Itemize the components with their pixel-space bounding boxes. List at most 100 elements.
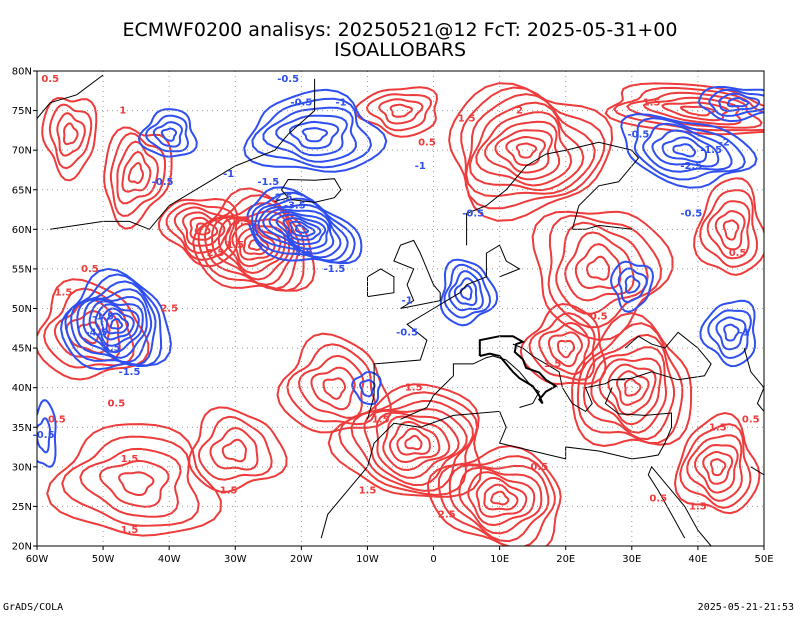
negative-contour-line [642, 122, 733, 173]
negative-contour-line [152, 121, 184, 148]
negative-contour-line [707, 309, 752, 360]
map-subtitle: ISOALLOBARS [333, 39, 467, 61]
negative-contour-line [275, 213, 327, 246]
negative-contour-line [661, 136, 708, 164]
lon-tick-label: 20W [290, 554, 313, 565]
positive-contour-line [624, 378, 642, 397]
contour-value-label: 0.5 [233, 216, 251, 227]
positive-contour-line [396, 427, 431, 456]
positive-contour-line [209, 426, 259, 471]
contour-value-label: 1.5 [220, 486, 238, 497]
negative-contour-line [268, 210, 330, 250]
coastline [367, 268, 395, 298]
lat-tick-label: 80N [12, 67, 32, 78]
contour-value-label: -0.5 [627, 129, 649, 140]
positive-contour-line [297, 354, 365, 419]
longitude-axis: 60W 50W 40W 30W 20W 10W 0 10E 20E 30E 40E 50E [26, 546, 774, 565]
positive-contour-line [458, 466, 543, 535]
coastline [274, 178, 342, 203]
contour-value-label: 1.5 [458, 114, 476, 125]
contour-value-label: -0.5 [462, 209, 484, 220]
negative-contour-line [144, 114, 190, 153]
positive-contour-line [338, 391, 479, 497]
negative-contour-line [289, 220, 316, 238]
lon-tick-label: 50E [754, 554, 773, 565]
negative-contour-line [282, 217, 322, 241]
lon-tick-label: 20E [556, 554, 575, 565]
positive-contour-line [679, 423, 752, 509]
negative-contour-line [439, 258, 499, 327]
positive-contour-line [56, 112, 86, 157]
negative-contour-line [651, 129, 720, 168]
negative-contour-line [59, 267, 172, 371]
positive-contour-line [598, 357, 662, 426]
contour-value-label: 0.5 [649, 494, 667, 505]
contour-value-label: 2.5 [438, 509, 456, 520]
lat-tick-label: 55N [12, 264, 32, 275]
negative-contour-line [94, 303, 140, 347]
positive-contour-line [41, 96, 98, 182]
negative-contour-line [243, 88, 388, 173]
lat-tick-label: 65N [12, 185, 32, 196]
lon-tick-label: 60W [26, 554, 49, 565]
positive-contour-line [574, 243, 622, 290]
software-credit: GrADS/COLA [3, 602, 64, 613]
contour-value-label: -1.5 [700, 145, 722, 156]
positive-contour-line [286, 343, 377, 426]
negative-contour-line [37, 399, 57, 468]
positive-contour-line [484, 120, 561, 181]
positive-contour-line [62, 122, 79, 146]
contour-value-label: -2.5 [680, 161, 702, 172]
contour-value-label: -1.5 [92, 311, 114, 322]
negative-contour-line [453, 277, 478, 307]
negative-contour-line [82, 296, 148, 359]
positive-contour-line [118, 471, 155, 496]
positive-contour-line [693, 177, 764, 276]
positive-contour-line [116, 140, 159, 205]
positive-contour-line [327, 383, 483, 498]
negative-contour-line [275, 114, 349, 157]
coastline [466, 141, 640, 246]
contour-value-label: -0.5 [396, 327, 418, 338]
positive-contour-line [404, 434, 423, 451]
coastline [367, 244, 521, 420]
contour-value-label: 1 [119, 106, 126, 117]
positive-contour-line [448, 82, 614, 222]
lat-tick-label: 75N [12, 106, 32, 117]
negative-contour-line [100, 307, 135, 341]
negative-contour-line [251, 97, 373, 169]
contour-value-label: -0.5 [277, 74, 299, 85]
negative-contour-line [698, 86, 764, 123]
positive-contour-line [642, 96, 743, 126]
positive-contour-line [515, 142, 538, 159]
positive-contour-line [467, 471, 536, 527]
lat-tick-label: 25N [12, 502, 32, 513]
negative-contour-line [37, 417, 51, 454]
positive-contour-line [531, 210, 674, 342]
positive-contour-line [547, 331, 583, 368]
contour-value-label: 0.5 [81, 264, 99, 275]
contour-value-label: -4.5 [290, 248, 312, 259]
latitude-axis: 80N 75N 70N 65N 60N 55N 50N 45N 40N 35N 30N 25N 20N [12, 67, 37, 553]
negative-contour-line [301, 127, 329, 143]
negative-contour-line [718, 92, 760, 112]
lat-tick-label: 35N [12, 423, 32, 434]
negative-contour-line [617, 267, 648, 304]
negative-contour-line [88, 300, 144, 354]
positive-contour-line [590, 346, 668, 434]
lat-tick-label: 30N [12, 462, 32, 473]
positive-contour-line [694, 443, 739, 494]
negative-contour-line [105, 312, 130, 335]
contour-value-label: 0.5 [418, 137, 436, 148]
positive-contour-line [242, 233, 270, 256]
coastline [743, 347, 764, 412]
map-title: ECMWF0200 analisys: 20250521@12 FcT: 202… [122, 19, 678, 41]
positive-contour-line [448, 464, 550, 543]
positive-contour-line [210, 210, 296, 286]
positive-contour-line [722, 219, 740, 241]
positive-contour-line [389, 103, 414, 118]
contour-value-label: 1.5 [643, 98, 661, 109]
positive-contour-line [363, 408, 468, 487]
negative-contour-line [459, 284, 473, 301]
generation-timestamp: 2025-05-21-21:53 [697, 602, 794, 613]
